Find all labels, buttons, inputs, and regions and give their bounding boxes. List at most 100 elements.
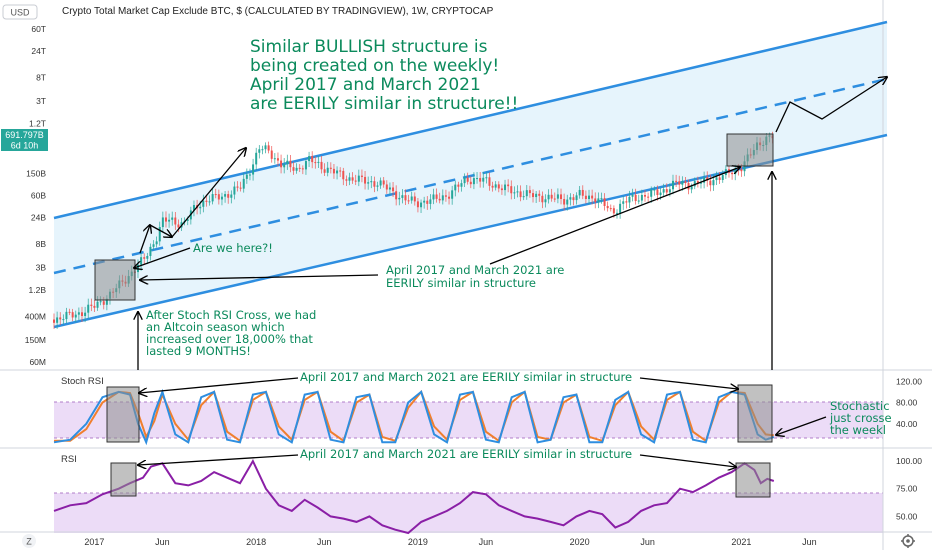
candle-body bbox=[332, 168, 335, 174]
candle-body bbox=[252, 164, 255, 175]
candle-body bbox=[311, 156, 314, 163]
candle-body bbox=[420, 202, 423, 208]
candle-body bbox=[706, 177, 709, 181]
box-2017-main bbox=[94, 259, 136, 301]
headline-line-1: Similar BULLISH structure is bbox=[250, 37, 488, 57]
candle-body bbox=[161, 217, 164, 228]
candle-body bbox=[494, 184, 497, 188]
candle-body bbox=[507, 184, 510, 187]
candle-body bbox=[497, 184, 500, 189]
price-tag: 691.797B 6d 10h bbox=[1, 129, 48, 151]
gear-icon[interactable] bbox=[901, 534, 915, 548]
stoch-y-axis: 120.00 80.00 40.00 bbox=[896, 376, 922, 428]
candle-body bbox=[560, 194, 563, 200]
arrow-are-we-here bbox=[134, 247, 191, 268]
candle-body bbox=[140, 257, 143, 265]
candle-body bbox=[220, 196, 223, 200]
currency-button[interactable] bbox=[2, 4, 38, 20]
altseason-line-1: After Stoch RSI Cross, we had bbox=[146, 308, 316, 322]
price-tag-countdown: 6d 10h bbox=[11, 141, 39, 151]
stoch-y-tick-label: 40.00 bbox=[896, 419, 918, 429]
candle-body bbox=[591, 195, 594, 199]
candle-body bbox=[513, 192, 516, 194]
candle-body bbox=[102, 301, 105, 305]
candle-body bbox=[65, 311, 68, 320]
candle-body bbox=[152, 244, 155, 247]
candle-body bbox=[550, 194, 553, 199]
candle-body bbox=[376, 185, 379, 187]
headline-line-3: April 2017 and March 2021 bbox=[250, 75, 481, 95]
candle-body bbox=[239, 187, 242, 189]
candle-body bbox=[84, 312, 87, 316]
candle-body bbox=[276, 158, 279, 161]
candle-body bbox=[342, 170, 345, 180]
candle-body bbox=[227, 194, 230, 198]
candle-body bbox=[273, 158, 276, 160]
candle-body bbox=[388, 187, 391, 190]
candle-body bbox=[472, 178, 475, 185]
stoch-cross-line-2: just crosse bbox=[829, 411, 892, 425]
footer: Z bbox=[22, 534, 915, 548]
x-tick-label: Jun bbox=[155, 537, 170, 547]
candle-body bbox=[261, 149, 264, 151]
candle-body bbox=[547, 194, 550, 200]
candle-body bbox=[351, 177, 354, 181]
candle-body bbox=[709, 180, 712, 186]
candle-body bbox=[553, 198, 556, 200]
candle-body bbox=[740, 169, 743, 172]
y-tick-label: 60B bbox=[31, 191, 46, 201]
candle-body bbox=[457, 184, 460, 187]
candle-body bbox=[255, 152, 258, 165]
x-tick-label: Jun bbox=[317, 537, 332, 547]
x-tick-label: 2020 bbox=[570, 537, 590, 547]
candle-body bbox=[96, 301, 99, 308]
stoch-cross-line-1: Stochastic bbox=[830, 399, 890, 413]
channel-middle-line bbox=[53, 77, 888, 275]
candle-body bbox=[345, 179, 348, 181]
annotations: Similar BULLISH structure is being creat… bbox=[146, 37, 892, 461]
candle-body bbox=[314, 162, 317, 164]
candle-body bbox=[659, 192, 662, 196]
candle-body bbox=[199, 206, 202, 209]
arrow-stoch-2021 bbox=[639, 377, 738, 389]
channel-lower-line bbox=[53, 133, 888, 329]
candle-body bbox=[329, 167, 332, 169]
candle-body bbox=[675, 180, 678, 182]
candle-body bbox=[317, 161, 320, 163]
candle-body bbox=[510, 186, 513, 194]
x-tick-label: 2017 bbox=[84, 537, 104, 547]
candle-body bbox=[426, 200, 429, 204]
rsi-lines bbox=[53, 458, 775, 535]
candle-body bbox=[367, 182, 370, 184]
stoch-y-tick-label: 80.00 bbox=[896, 398, 918, 408]
candle-body bbox=[360, 175, 363, 177]
candle-body bbox=[62, 319, 65, 321]
candle-body bbox=[721, 175, 724, 180]
x-tick-label: Jun bbox=[802, 537, 817, 547]
candle-body bbox=[298, 167, 301, 169]
candle-body bbox=[429, 199, 432, 204]
candle-body bbox=[286, 160, 289, 165]
candle-body bbox=[444, 195, 447, 197]
candle-body bbox=[398, 197, 401, 200]
z-button[interactable] bbox=[22, 534, 36, 548]
candle-body bbox=[687, 183, 690, 190]
candle-body bbox=[423, 200, 426, 203]
highlight-boxes bbox=[94, 133, 774, 498]
candle-body bbox=[392, 187, 395, 192]
chart-header: USD Crypto Total Market Cap Exclude BTC,… bbox=[2, 4, 494, 20]
arrow-down-1 bbox=[149, 224, 172, 237]
candle-body bbox=[737, 168, 740, 170]
candle-body bbox=[245, 174, 248, 179]
candle-body bbox=[522, 196, 525, 198]
candle-body bbox=[93, 305, 96, 308]
candle-body bbox=[205, 200, 208, 202]
candle-body bbox=[236, 186, 239, 188]
candle-body bbox=[74, 314, 77, 318]
candle-body bbox=[339, 170, 342, 172]
candle-body bbox=[379, 180, 382, 186]
candle-body bbox=[99, 301, 102, 303]
candle-body bbox=[401, 195, 404, 198]
candle-body bbox=[248, 174, 251, 176]
